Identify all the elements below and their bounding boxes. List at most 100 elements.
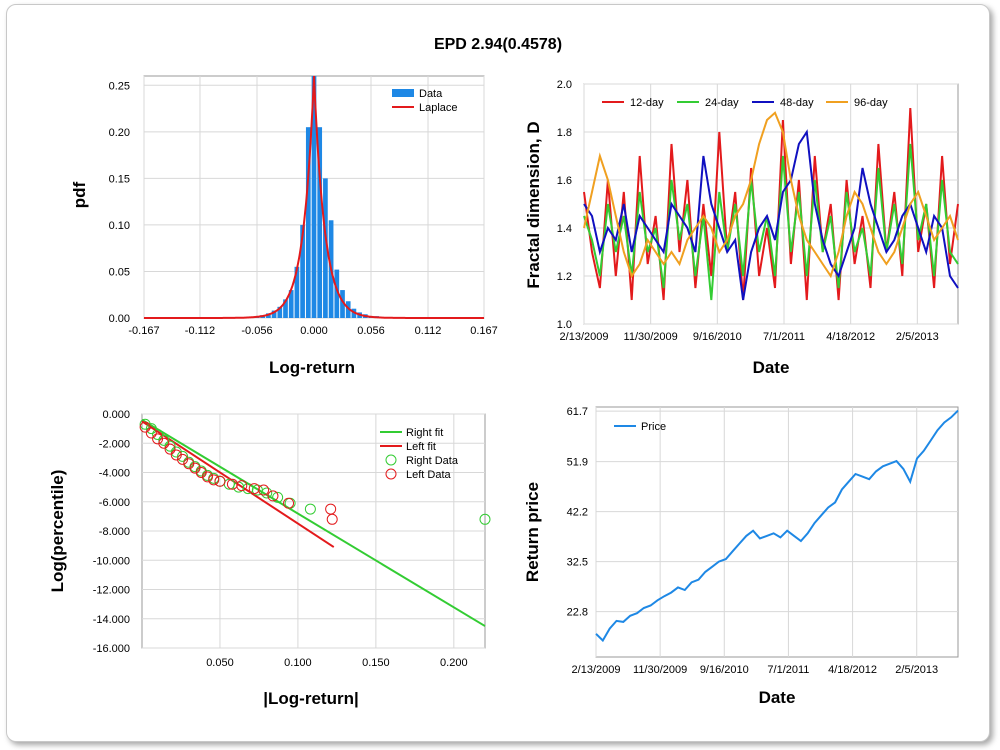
- tails-xtick-label: 0.100: [284, 657, 312, 669]
- right-data-point: [158, 434, 170, 446]
- legend-label-left-fit: Left fit: [406, 441, 436, 453]
- right-data-point: [177, 450, 189, 462]
- price-ytick-label: 22.8: [567, 607, 588, 619]
- legend-label-price: Price: [641, 421, 666, 433]
- price-xtick-label: 9/16/2010: [700, 664, 749, 676]
- price-ytick-label: 42.2: [567, 507, 588, 519]
- histogram-bar: [271, 310, 277, 318]
- histogram-ytick-label: 0.00: [109, 313, 130, 325]
- fractal-ytick-label: 1.8: [557, 127, 572, 139]
- price-line: [595, 409, 959, 643]
- right-data-point: [272, 491, 284, 503]
- histogram-ytick-label: 0.25: [109, 80, 130, 92]
- fractal-legend: 12-day 24-day 48-day 96-day: [602, 97, 888, 109]
- legend-label-48-day: 48-day: [780, 97, 814, 109]
- left-data-point: [214, 475, 226, 487]
- left-data-point: [164, 443, 176, 455]
- histogram-bar: [334, 269, 340, 318]
- fractal-xtick-label: 9/16/2010: [693, 331, 742, 343]
- legend-label-laplace: Laplace: [419, 102, 458, 114]
- fractal-series-96-day: [583, 111, 959, 279]
- histogram-xtick-label: -0.112: [185, 325, 215, 337]
- left-data-point: [258, 484, 270, 496]
- price-xlabel: Date: [759, 688, 796, 707]
- right-data-point: [145, 423, 157, 435]
- legend-swatch-right-data: [385, 454, 397, 466]
- histogram-bar: [266, 313, 271, 318]
- histogram-ytick-label: 0.20: [109, 127, 130, 139]
- histogram-bar: [283, 299, 288, 318]
- fractal-xtick-label: 7/1/2011: [763, 331, 805, 343]
- fractal-ytick-label: 1.6: [557, 175, 572, 187]
- right-data-point: [479, 513, 491, 525]
- histogram-ylabel: pdf: [70, 181, 89, 208]
- laplace-curve: [144, 75, 484, 319]
- price-xtick-label: 7/1/2011: [767, 664, 809, 676]
- left-data-point: [201, 471, 213, 483]
- histogram-ticks: -0.167 -0.112 -0.056 0.000 0.056 0.112 0.167 0.…: [109, 80, 498, 337]
- tails-ytick-label: -4.000: [99, 468, 130, 480]
- tails-xtick-label: 0.150: [362, 657, 390, 669]
- price-ticks: 61.7 51.9 42.2 32.5 22.8 2/13/2009 11/30/2009 9…: [567, 406, 939, 676]
- fractal-ytick-label: 1.0: [557, 319, 572, 331]
- right-data-point: [152, 428, 164, 440]
- left-data-point: [145, 427, 157, 439]
- legend-label-data: Data: [419, 88, 443, 100]
- legend-label-left-data: Left Data: [406, 469, 452, 481]
- histogram-xlabel: Log-return: [269, 358, 355, 377]
- tails-xtick-label: 0.050: [206, 657, 234, 669]
- left-data-point: [158, 437, 170, 449]
- tails-ytick-label: -2.000: [99, 438, 130, 450]
- histogram-ytick-label: 0.10: [109, 220, 130, 232]
- histogram-bar: [294, 266, 300, 318]
- histogram-bar: [288, 290, 294, 318]
- left-data-point: [326, 513, 338, 525]
- fractal-ylabel: Fractal dimension, D: [524, 121, 543, 288]
- fractal-xlabel: Date: [753, 358, 790, 377]
- left-data-points: [139, 421, 338, 525]
- price-xtick-label: 2/5/2013: [895, 664, 938, 676]
- price-ytick-label: 61.7: [567, 406, 588, 418]
- histogram-bar: [305, 127, 311, 318]
- price-legend: Price: [614, 421, 666, 433]
- fractal-xtick-label: 11/30/2009: [624, 331, 678, 343]
- price-xtick-label: 2/13/2009: [572, 664, 621, 676]
- left-data-point: [139, 421, 151, 433]
- tails-ticks: 0.050 0.100 0.150 0.200 0.000 -2.000 -4.000 -6.…: [93, 409, 468, 669]
- tails-legend: Right fit Left fit Right Data Left Data: [380, 427, 459, 481]
- tails-ytick-label: -14.000: [93, 614, 130, 626]
- histogram-xtick-label: -0.167: [128, 325, 159, 337]
- histogram-bar: [340, 290, 345, 318]
- histogram-xtick-label: -0.056: [241, 325, 272, 337]
- left-data-point: [267, 490, 279, 502]
- histogram-panel: -0.167 -0.112 -0.056 0.000 0.056 0.112 0.167 0.…: [70, 75, 498, 377]
- histogram-legend: Data Laplace: [392, 88, 458, 114]
- histogram-xtick-label: 0.056: [357, 325, 385, 337]
- tails-panel: 0.050 0.100 0.150 0.200 0.000 -2.000 -4.000 -6.…: [48, 409, 491, 708]
- tails-ytick-label: -6.000: [99, 497, 130, 509]
- histogram-ytick-label: 0.05: [109, 266, 130, 278]
- histogram-bar: [300, 224, 305, 318]
- left-data-point: [283, 497, 295, 509]
- fractal-ticks: 1.0 1.2 1.4 1.6 1.8 2.0 2/13/2009 11/30/2009 9/1…: [557, 79, 939, 343]
- figure-title: EPD 2.94(0.4578): [434, 36, 562, 53]
- histogram-ytick-label: 0.15: [109, 173, 130, 185]
- histogram-bar: [345, 301, 351, 318]
- tails-xtick-label: 0.200: [440, 657, 468, 669]
- fractal-xtick-label: 4/18/2012: [826, 331, 875, 343]
- histogram-xtick-label: 0.000: [300, 325, 328, 337]
- legend-swatch-data: [392, 89, 414, 97]
- histogram-bar: [311, 76, 317, 318]
- fractal-ytick-label: 1.2: [557, 271, 572, 283]
- legend-label-right-data: Right Data: [406, 455, 459, 467]
- fractal-ytick-label: 1.4: [557, 223, 572, 235]
- fractal-ytick-label: 2.0: [557, 79, 572, 91]
- price-plot-area: [595, 406, 959, 658]
- tails-ytick-label: -16.000: [93, 643, 130, 655]
- legend-label-right-fit: Right fit: [406, 427, 443, 439]
- tails-ytick-label: 0.000: [102, 409, 130, 421]
- histogram-bar: [317, 127, 323, 318]
- tails-grid: [142, 413, 485, 649]
- price-xtick-label: 11/30/2009: [633, 664, 687, 676]
